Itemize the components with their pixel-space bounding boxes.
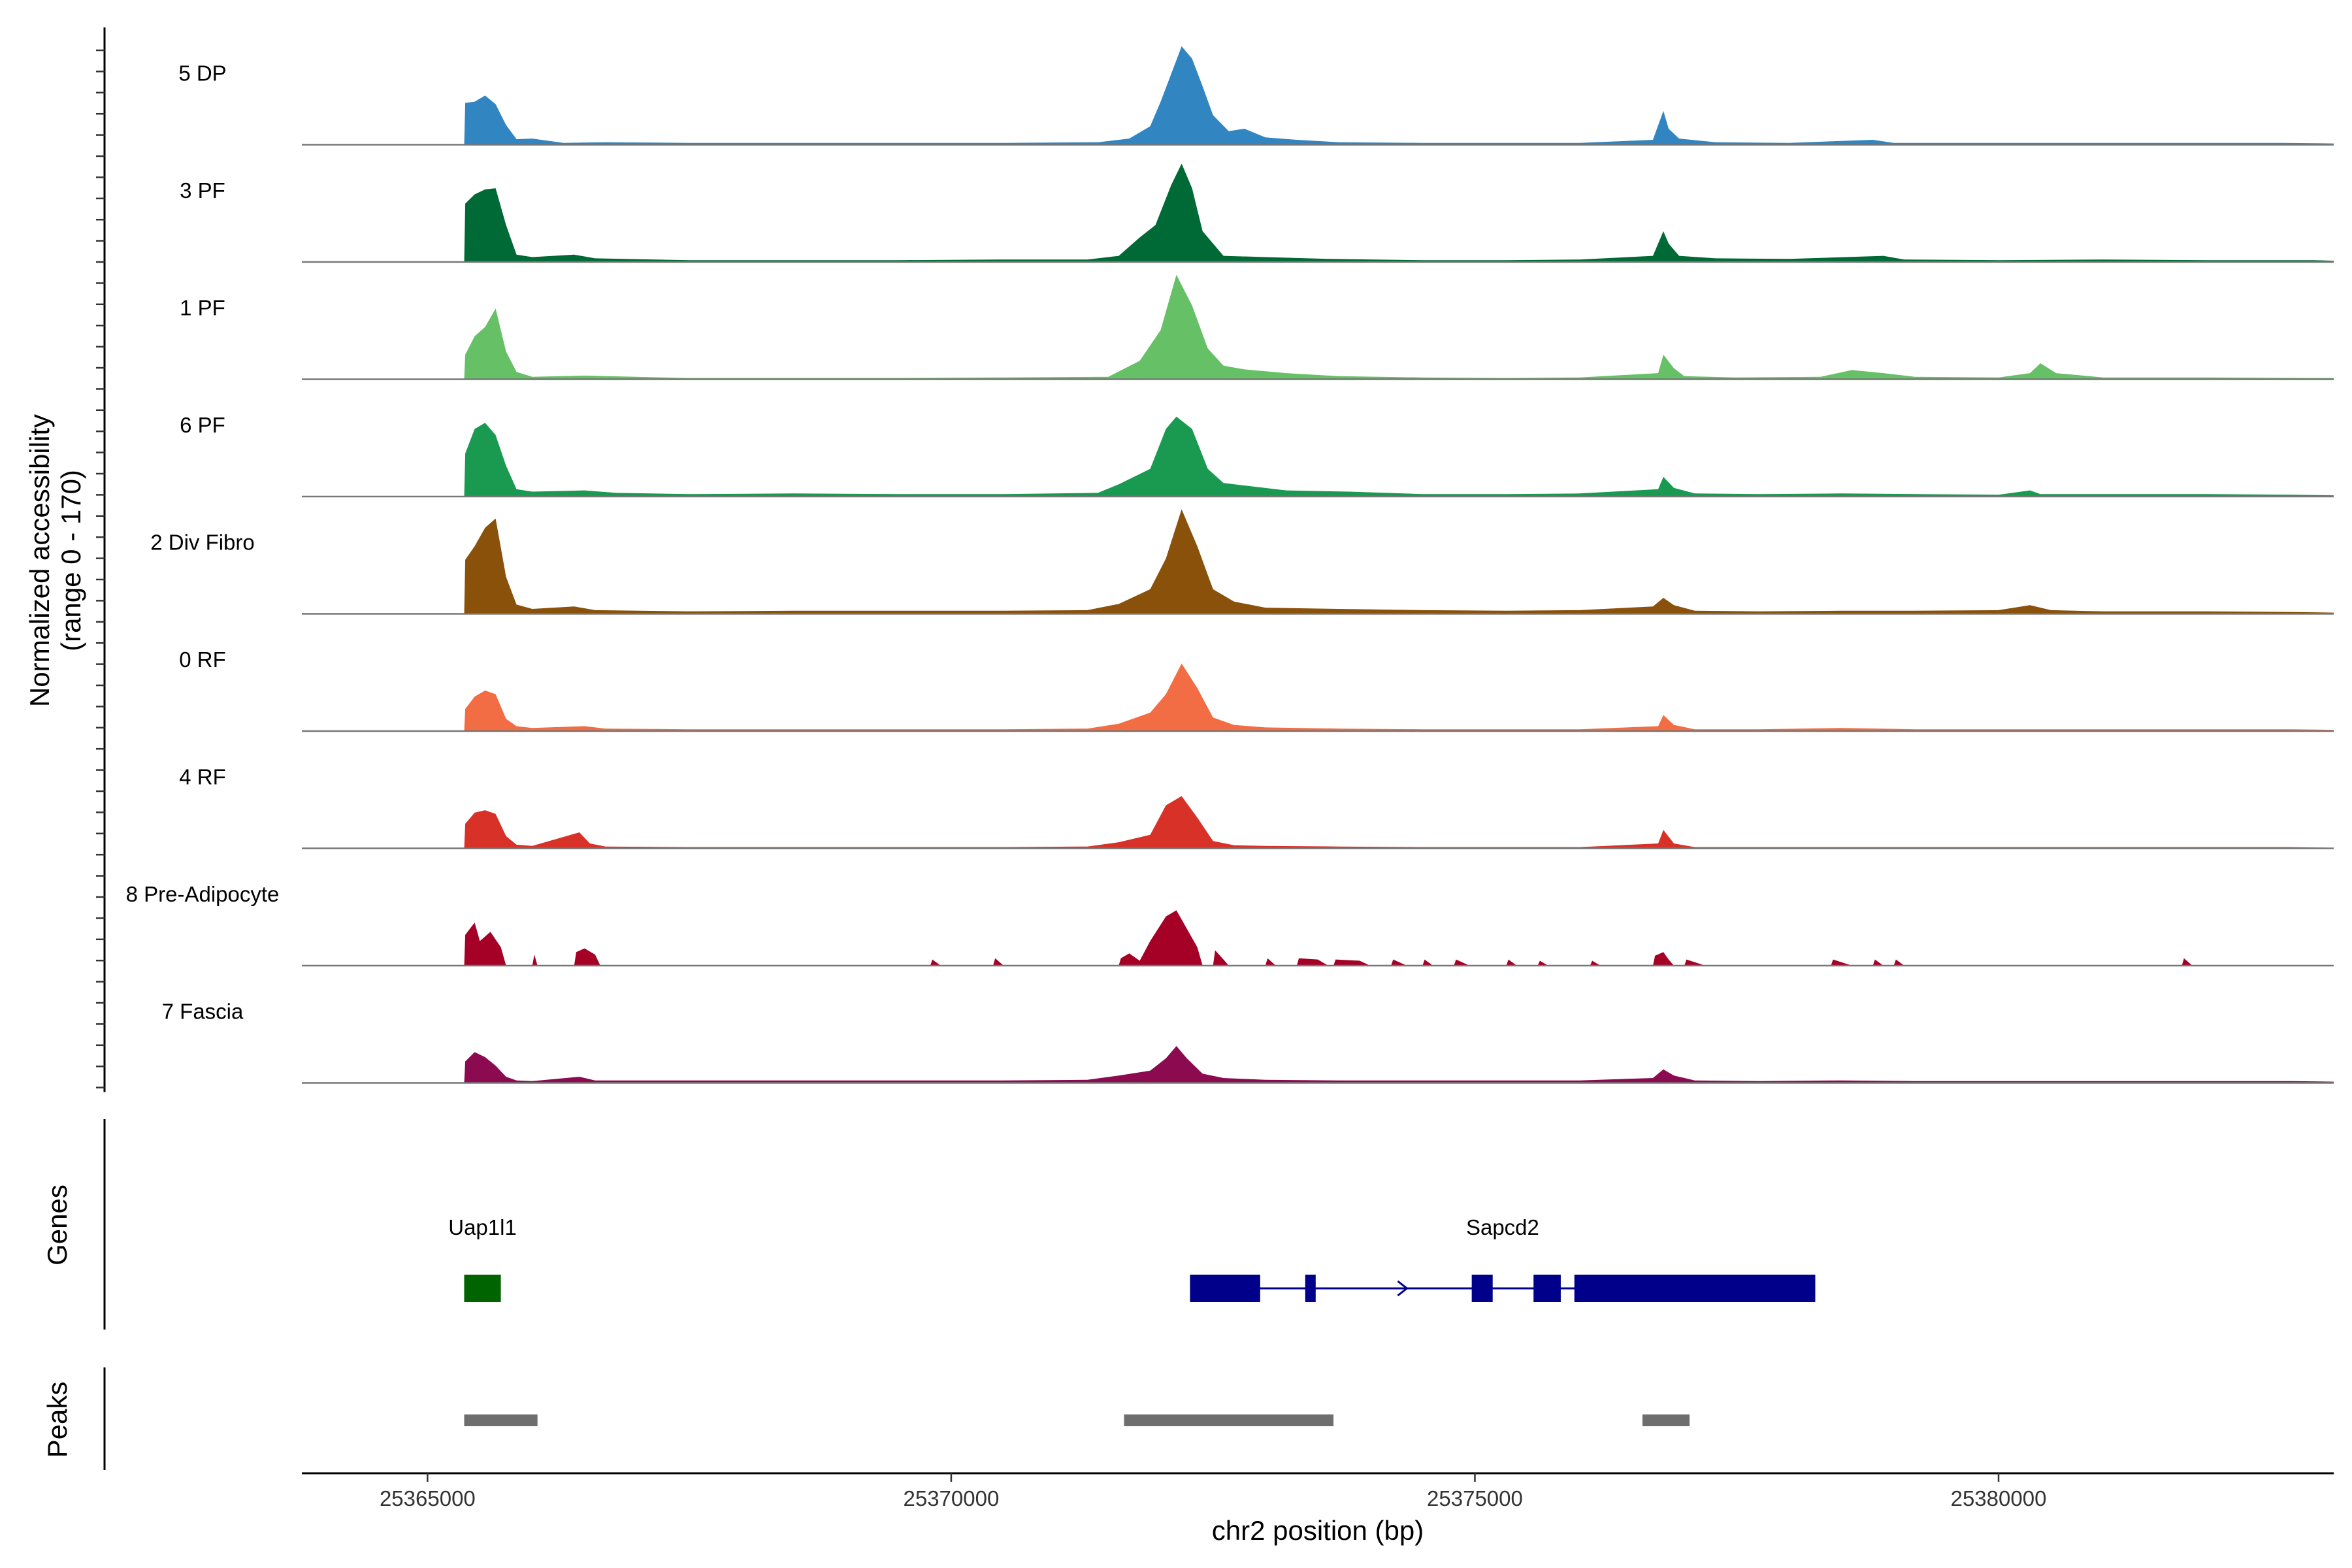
gene-uap1l1: Uap1l1 [448, 1215, 517, 1302]
exon [1305, 1275, 1316, 1302]
track-0-rf: 0 RF [179, 647, 2334, 732]
track-1-pf: 1 PF [180, 274, 2334, 380]
x-tick-label: 25370000 [904, 1486, 1000, 1511]
gene-label: Sapcd2 [1466, 1215, 1539, 1239]
track-label: 1 PF [180, 296, 225, 320]
accessibility-axis [96, 27, 106, 1092]
track-6-pf: 6 PF [180, 413, 2334, 498]
track-7-fascia: 7 Fascia [162, 1000, 2334, 1084]
coverage-area-8-pre-adipocyte [464, 910, 2334, 966]
x-tick-label: 25375000 [1427, 1486, 1523, 1511]
exon [1190, 1275, 1260, 1302]
track-label: 6 PF [180, 413, 225, 437]
gene-label: Uap1l1 [448, 1215, 517, 1239]
coverage-area-1-pf [464, 274, 2334, 380]
peak-panel: Peaks [42, 1367, 1690, 1470]
coverage-area-2-div-fibro [464, 509, 2334, 614]
track-3-pf: 3 PF [180, 163, 2334, 263]
coverage-tracks: 5 DP 3 PF 1 PF 6 PF 2 Div Fibro 0 RF 4 RF 8 Pre… [126, 46, 2334, 1084]
peak-region [1642, 1414, 1690, 1426]
gene-annotation-panel: Genes Uap1l1 Sapcd2 [42, 1119, 1816, 1330]
track-label: 3 PF [180, 178, 225, 203]
coverage-area-6-pf [464, 416, 2334, 497]
coverage-area-7-fascia [464, 1046, 2334, 1083]
peak-region [464, 1414, 538, 1426]
track-label: 2 Div Fibro [150, 531, 255, 555]
x-tick-label: 25380000 [1951, 1486, 2047, 1511]
x-tick-label: 25365000 [380, 1486, 476, 1511]
exon [1471, 1275, 1493, 1302]
exon [1533, 1275, 1561, 1302]
track-label: 0 RF [179, 647, 226, 672]
peak-region [1124, 1414, 1334, 1426]
track-5-dp: 5 DP [178, 46, 2334, 146]
track-label: 8 Pre-Adipocyte [126, 882, 280, 906]
peaks-panel-title: Peaks [42, 1382, 73, 1458]
gene-sapcd2: Sapcd2 [1190, 1215, 1816, 1302]
track-2-div-fibro: 2 Div Fibro [150, 509, 2334, 615]
coverage-area-3-pf [464, 163, 2334, 262]
genes-panel-title: Genes [42, 1184, 73, 1266]
track-4-rf: 4 RF [179, 765, 2334, 849]
y-axis-title-line: (range 0 - 170) [56, 470, 86, 651]
coverage-area-5-dp [464, 46, 2334, 145]
exon [1574, 1275, 1816, 1302]
x-axis-title: chr2 position (bp) [1212, 1515, 1424, 1546]
strand-arrow [1397, 1280, 1409, 1297]
y-axis-title: Normalized accessibility(range 0 - 170) [24, 414, 86, 707]
track-label: 5 DP [178, 61, 226, 86]
x-axis: 25365000 25370000 25375000 25380000 [302, 1472, 2334, 1511]
coverage-area-0-rf [464, 663, 2334, 731]
track-8-pre-adipocyte: 8 Pre-Adipocyte [126, 882, 2334, 967]
exon [464, 1275, 501, 1302]
coverage-area-4-rf [464, 796, 2334, 849]
track-label: 7 Fascia [162, 1000, 244, 1024]
y-axis-title-line: Normalized accessibility [24, 414, 55, 707]
track-label: 4 RF [179, 765, 226, 789]
